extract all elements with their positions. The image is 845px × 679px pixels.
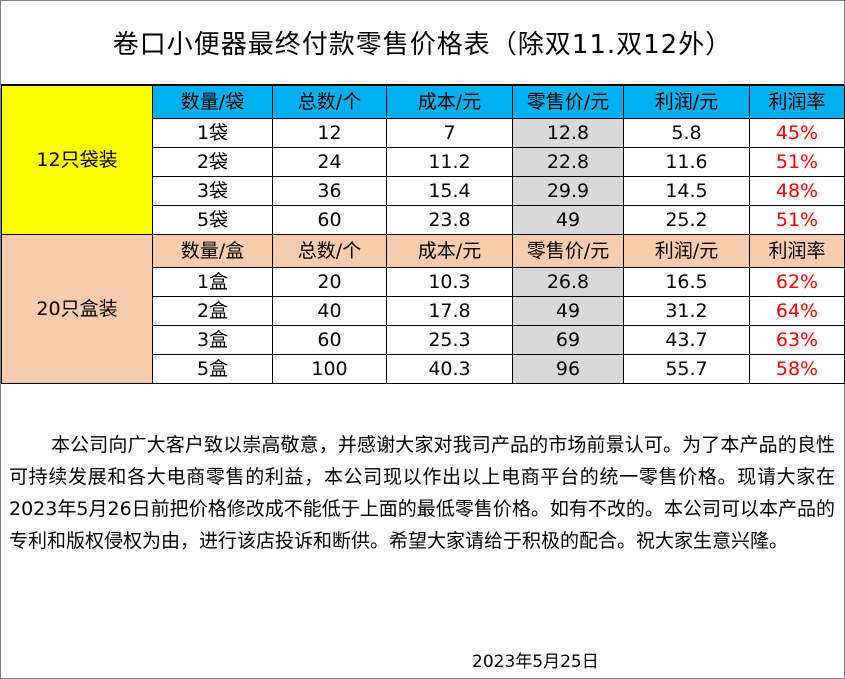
bag-header-cost: 成本/元 [386,85,513,119]
cell-qty: 1袋 [152,118,273,148]
bag-header-qty: 数量/袋 [152,85,273,119]
cell-cost: 23.8 [386,205,513,235]
cell-cost: 11.2 [386,147,513,177]
bag-header-row: 12只袋装 数量/袋 总数/个 成本/元 零售价/元 利润/元 利润率 [1,85,845,235]
box-header-cost: 成本/元 [386,234,513,268]
box-header-profit: 利润/元 [623,234,750,268]
cell-profit: 25.2 [623,205,750,235]
cell-cost: 17.8 [386,296,513,326]
bag-group-label: 12只袋装 [1,85,153,235]
cell-rate: 48% [749,176,845,206]
cell-profit: 43.7 [623,325,750,355]
cell-retail: 49 [512,205,624,235]
cell-qty: 3袋 [152,176,273,206]
cell-retail: 12.8 [512,118,624,148]
cell-profit: 31.2 [623,296,750,326]
bag-header-retail: 零售价/元 [512,85,624,119]
table-row: 2袋 24 11.2 22.8 11.6 51% [2,147,845,177]
cell-retail: 22.8 [512,147,624,177]
cell-profit: 55.7 [623,354,750,384]
cell-cost: 15.4 [386,176,513,206]
cell-total: 100 [272,354,387,384]
cell-cost: 7 [386,118,513,148]
cell-total: 60 [272,205,387,235]
cell-total: 12 [272,118,387,148]
cell-profit: 5.8 [623,118,750,148]
cell-profit: 14.5 [623,176,750,206]
cell-retail: 96 [512,354,624,384]
table-row: 5袋 60 23.8 49 25.2 51% [2,205,845,235]
bag-header-rate: 利润率 [749,85,845,119]
cell-profit: 16.5 [623,267,750,297]
cell-qty: 5盒 [152,354,273,384]
table-row: 5盒 100 40.3 96 55.7 58% [2,354,845,384]
notice-paragraph: 本公司向广大客户致以崇高敬意，并感谢大家对我司产品的市场前景认可。为了本产品的良… [9,434,835,552]
table-row: 3袋 36 15.4 29.9 14.5 48% [2,176,845,206]
cell-profit: 11.6 [623,147,750,177]
box-header-total: 总数/个 [272,234,387,268]
cell-qty: 2袋 [152,147,273,177]
cell-rate: 58% [749,354,845,384]
cell-cost: 25.3 [386,325,513,355]
cell-retail: 49 [512,296,624,326]
cell-rate: 64% [749,296,845,326]
cell-rate: 45% [749,118,845,148]
cell-total: 60 [272,325,387,355]
cell-rate: 51% [749,147,845,177]
price-table: 12只袋装 数量/袋 总数/个 成本/元 零售价/元 利润/元 利润率 1袋 1… [1,85,845,384]
cell-cost: 10.3 [386,267,513,297]
table-row: 1袋 12 7 12.8 5.8 45% [2,118,845,148]
cell-total: 36 [272,176,387,206]
cell-retail: 29.9 [512,176,624,206]
cell-total: 20 [272,267,387,297]
box-group-label: 20只盒装 [1,234,153,384]
cell-cost: 40.3 [386,354,513,384]
notice-date: 2023年5月25日 [472,652,599,672]
bag-header-profit: 利润/元 [623,85,750,119]
cell-qty: 2盒 [152,296,273,326]
cell-rate: 62% [749,267,845,297]
box-header-retail: 零售价/元 [512,234,624,268]
cell-rate: 63% [749,325,845,355]
cell-qty: 3盒 [152,325,273,355]
box-header-row: 20只盒装 数量/盒 总数/个 成本/元 零售价/元 利润/元 利润率 [1,234,845,384]
box-header-qty: 数量/盒 [152,234,273,268]
cell-rate: 51% [749,205,845,235]
cell-total: 24 [272,147,387,177]
box-header-rate: 利润率 [749,234,845,268]
cell-total: 40 [272,296,387,326]
cell-qty: 5袋 [152,205,273,235]
bag-header-total: 总数/个 [272,85,387,119]
table-row: 3盒 60 25.3 69 43.7 63% [2,325,845,355]
cell-retail: 26.8 [512,267,624,297]
cell-qty: 1盒 [152,267,273,297]
sheet-title: 卷口小便器最终付款零售价格表（除双11.双12外） [1,1,844,85]
cell-retail: 69 [512,325,624,355]
table-row: 2盒 40 17.8 49 31.2 64% [2,296,845,326]
